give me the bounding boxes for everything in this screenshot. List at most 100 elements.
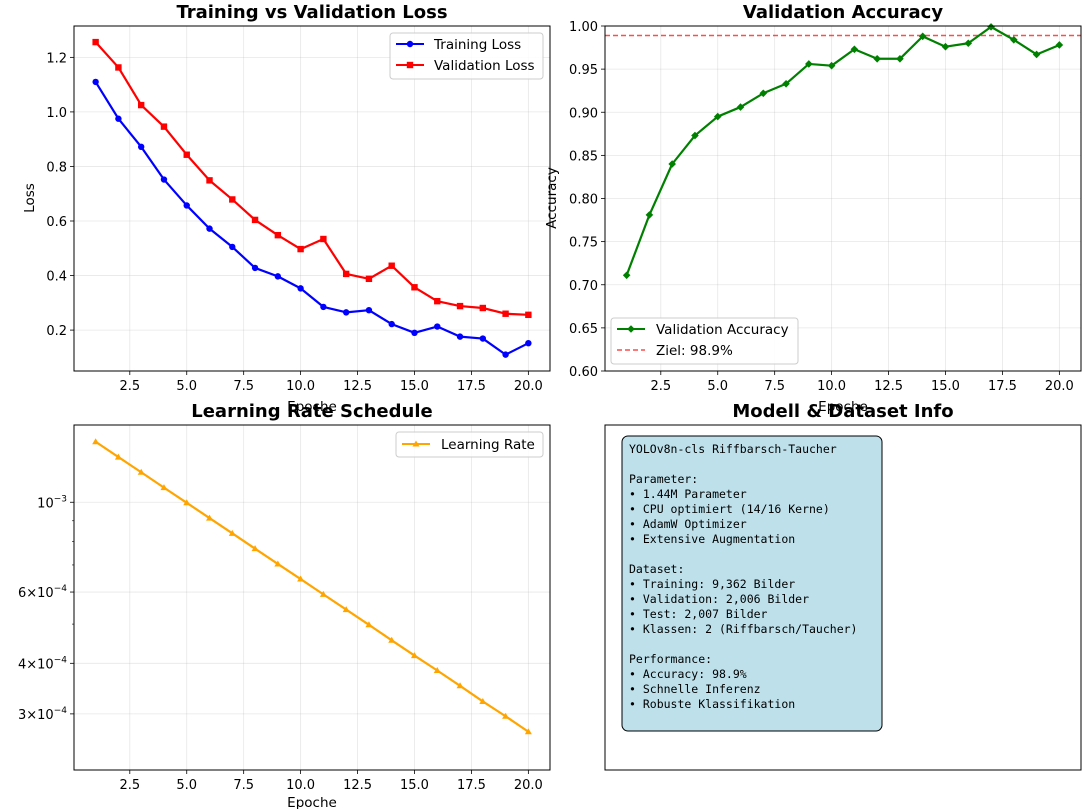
validation-loss-point [411,284,418,291]
info-line: • Accuracy: 98.9% [629,667,747,681]
validation-accuracy-point [941,42,950,51]
accuracy-ytick-label: 0.70 [569,279,598,294]
validation-accuracy-point [1055,41,1064,49]
loss-chart-xlabel: Epoche [287,399,337,415]
training-loss-point [411,329,418,337]
loss-xtick-label: 15.0 [400,379,429,394]
training-loss-point [92,78,99,86]
learning-rate-point [137,468,145,475]
accuracy-ytick-label: 0.90 [569,106,598,121]
validation-accuracy-point [782,79,790,88]
loss-chart-title: Training vs Validation Loss [176,2,447,23]
validation-accuracy-point [759,89,768,98]
training-loss-point [320,303,327,311]
learning-rate-point [388,636,396,643]
learning-rate-xtick-label: 7.5 [233,778,254,793]
loss-chart-legend: Training Loss Validation Loss [389,32,544,80]
learning-rate-point [456,682,464,689]
validation-loss-point [274,231,282,239]
accuracy-ytick-label: 0.95 [569,63,598,78]
validation-loss-point [479,304,487,312]
validation-loss-point [92,38,99,46]
training-loss-point [456,333,464,340]
learning-rate-line [95,440,529,733]
validation-loss-point [115,64,122,71]
loss-ytick-label: 0.2 [46,324,67,339]
loss-chart-ylabel: Loss [22,183,38,213]
loss-ytick-label: 0.8 [46,160,67,175]
loss-xtick-label: 2.5 [119,379,140,394]
learning-rate-point [228,529,236,536]
accuracy-chart: 2.5 5.0 7.5 10.0 12.5 15.0 17.5 20.0 0.60 0.65 0.7… [544,2,1082,415]
info-line: • AdamW Optimizer [629,517,747,531]
learning-rate-point [502,712,510,719]
learning-rate-point [297,575,305,582]
accuracy-xtick-label: 17.5 [988,379,1017,394]
validation-accuracy-point [1010,36,1018,44]
loss-ytick-label: 1.0 [46,106,67,121]
learning-rate-point [479,697,487,704]
learning-rate-chart-xlabel: Epoche [287,795,337,809]
training-loss-point [115,115,122,122]
accuracy-ytick-label: 0.80 [569,193,598,208]
validation-accuracy-point [691,131,699,140]
info-line: Performance: [629,652,712,666]
learning-rate-xtick-label: 17.5 [457,778,486,793]
accuracy-xtick-label: 5.0 [707,379,728,394]
training-loss-point [229,243,236,251]
training-loss-point [206,225,213,232]
training-loss-point [342,309,350,316]
accuracy-ytick-label: 0.60 [569,365,598,380]
accuracy-xtick-label: 12.5 [874,379,903,394]
learning-rate-xtick-label: 10.0 [286,778,315,793]
training-loss-point [251,264,259,272]
validation-accuracy-point [850,45,859,54]
info-line: • Training: 9,362 Bilder [629,577,795,591]
info-line: • 1.44M Parameter [629,487,747,501]
info-panel-title: Modell & Dataset Info [732,401,953,422]
validation-accuracy-point [1032,50,1041,59]
loss-ytick-label: 0.4 [46,270,67,285]
loss-xtick-label: 20.0 [514,379,543,394]
validation-accuracy-point [622,271,631,280]
accuracy-chart-title: Validation Accuracy [743,2,943,23]
info-line: Parameter: [629,472,698,486]
accuracy-chart-xlabel: Epoche [818,399,868,415]
validation-loss-point [456,302,464,310]
training-loss-point [434,323,441,330]
training-loss-line [94,81,529,356]
loss-ytick-label: 1.2 [46,51,67,66]
validation-accuracy-point [736,103,745,111]
learning-rate-chart-title: Learning Rate Schedule [191,401,432,422]
learning-rate-xtick-label: 2.5 [119,778,140,793]
loss-xtick-label: 10.0 [286,379,315,394]
learning-rate-ytick-label: 6×10−4 [18,584,67,601]
info-line: • Robuste Klassifikation [629,697,795,711]
info-line: Dataset: [629,562,684,576]
training-loss-point [297,285,304,292]
loss-chart: 2.5 5.0 7.5 10.0 12.5 15.0 17.5 20.0 0.2 0.4 0.6 0.… [22,2,551,415]
info-line: • CPU optimiert (14/16 Kerne) [629,502,830,516]
info-panel: Modell & Dataset Info YOLOv8n-cls Riffba… [604,401,1082,771]
validation-accuracy-line [625,25,1060,276]
learning-rate-xtick-label: 15.0 [400,778,429,793]
accuracy-xtick-label: 20.0 [1045,379,1074,394]
validation-accuracy-point [645,211,654,219]
accuracy-ytick-label: 0.85 [569,149,598,164]
info-line: • Validation: 2,006 Bilder [629,592,809,606]
info-line: • Schnelle Inferenz [629,682,761,696]
loss-xtick-label: 17.5 [457,379,486,394]
validation-loss-point [525,311,532,319]
legend-marker-learning-rate [412,440,420,447]
learning-rate-point [183,499,191,506]
learning-rate-point [274,560,282,567]
learning-rate-ytick-label: 3×10−4 [18,706,67,723]
validation-loss-point [388,262,395,269]
learning-rate-point [433,666,441,673]
validation-accuracy-point [918,32,927,41]
learning-rate-point [342,606,350,613]
accuracy-chart-ylabel: Accuracy [544,167,560,229]
training-loss-point [525,339,532,347]
validation-accuracy-point [805,60,813,68]
